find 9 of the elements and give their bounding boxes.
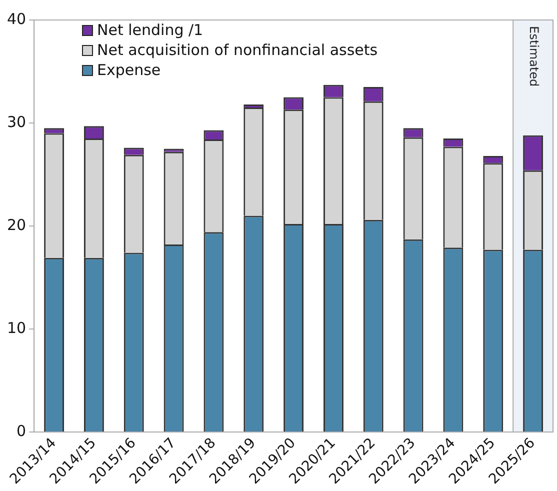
y-tick-label: 0: [16, 422, 26, 440]
legend-label: Net lending /1: [97, 20, 204, 40]
y-tick-label: 40: [6, 10, 26, 28]
band-label: Estimated: [526, 26, 541, 87]
legend-label: Net acquisition of nonfinancial assets: [97, 40, 378, 60]
y-tick-label: 30: [6, 112, 26, 131]
y-tick-label: 10: [6, 318, 26, 337]
y-tick-label: 20: [6, 216, 26, 234]
legend-label: Expense: [97, 60, 161, 80]
